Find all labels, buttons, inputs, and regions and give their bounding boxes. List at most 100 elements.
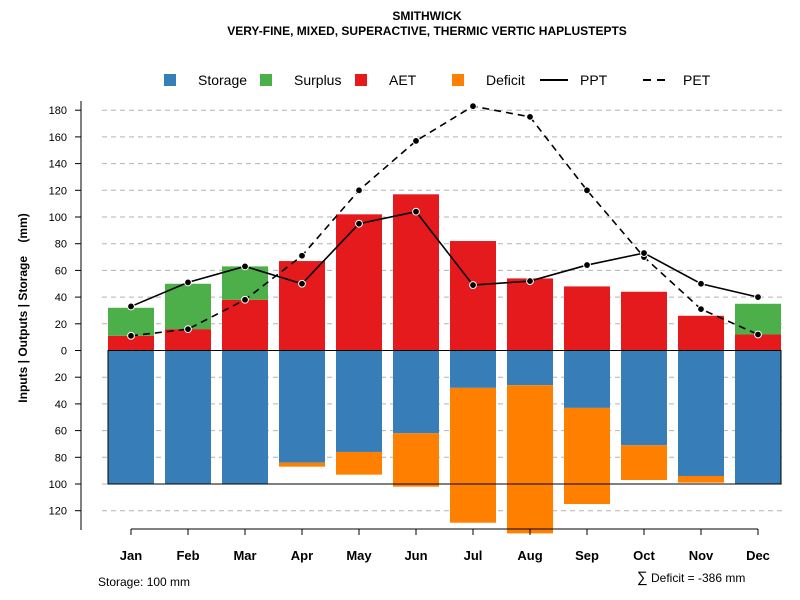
- x-tick-label-oct: Oct: [633, 548, 655, 563]
- axes: 180 160 140 120 100 80 60 40 20 0 20 40 60 80 100 120 Ja…: [49, 101, 770, 563]
- point-pet-feb: [184, 325, 192, 334]
- bar-deficit-oct: [621, 445, 667, 480]
- y-tick-label: 160: [49, 132, 67, 144]
- series-lines: [127, 102, 762, 340]
- y-tick-label: 60: [55, 265, 67, 277]
- bar-aet-sep: [564, 286, 610, 351]
- sigma-icon: ∑: [637, 569, 648, 586]
- legend-swatch-aet: [355, 74, 367, 86]
- legend-label-storage: Storage: [198, 72, 247, 88]
- point-ppt-mar: [241, 262, 249, 271]
- bar-storage-sep: [564, 350, 610, 408]
- legend-swatch-deficit: [452, 74, 464, 86]
- y-tick-label: 20: [55, 372, 67, 384]
- bar-aet-apr: [279, 261, 325, 351]
- storage-footnote: Storage: 100 mm: [98, 575, 190, 589]
- x-tick-label-feb: Feb: [176, 548, 199, 563]
- point-ppt-feb: [184, 278, 192, 287]
- bar-aet-nov: [678, 315, 724, 351]
- bar-storage-apr: [279, 350, 325, 463]
- line-pet: [130, 105, 759, 337]
- bar-storage-nov: [678, 350, 724, 476]
- y-tick-label: 100: [49, 212, 67, 224]
- y-tick-label: 140: [49, 159, 67, 171]
- bar-surplus-dec: [735, 303, 781, 335]
- bar-deficit-jun: [393, 433, 439, 487]
- point-ppt-jul: [469, 281, 477, 289]
- bar-storage-mar: [222, 350, 268, 484]
- bar-deficit-aug: [507, 385, 553, 534]
- point-ppt-oct: [640, 249, 648, 257]
- point-pet-apr: [298, 251, 306, 260]
- x-tick-label-mar: Mar: [233, 548, 256, 563]
- point-pet-mar: [241, 295, 249, 304]
- point-pet-jun: [412, 137, 420, 145]
- y-tick-label: 0: [61, 346, 67, 358]
- x-tick-label-nov: Nov: [689, 548, 714, 563]
- x-tick-label-apr: Apr: [291, 548, 313, 563]
- bar-aet-dec: [735, 334, 781, 351]
- bar-storage-jun: [393, 350, 439, 434]
- point-ppt-apr: [298, 279, 306, 288]
- x-tick-label-sep: Sep: [575, 548, 599, 563]
- bar-aet-aug: [507, 278, 553, 351]
- x-tick-label-dec: Dec: [746, 548, 770, 563]
- bar-deficit-nov: [678, 475, 724, 483]
- bar-aet-mar: [222, 299, 268, 351]
- x-tick-label-may: May: [346, 548, 372, 563]
- y-tick-label: 80: [55, 452, 67, 464]
- point-ppt-dec: [754, 293, 762, 302]
- legend-label-deficit: Deficit: [486, 72, 525, 88]
- y-tick-label: 40: [55, 399, 67, 411]
- bar-storage-may: [336, 350, 382, 452]
- bar-aet-feb: [165, 329, 211, 351]
- y-tick-label: 120: [49, 185, 67, 197]
- point-pet-sep: [583, 186, 591, 195]
- bar-aet-jul: [450, 241, 496, 351]
- point-ppt-sep: [583, 261, 591, 269]
- bar-deficit-sep: [564, 407, 610, 505]
- legend-swatch-surplus: [260, 74, 272, 86]
- point-ppt-nov: [697, 279, 705, 288]
- y-tick-label: 60: [55, 426, 67, 438]
- bar-deficit-jul: [450, 387, 496, 523]
- point-pet-jan: [127, 331, 135, 340]
- bar-storage-dec: [735, 350, 781, 484]
- bars: [107, 194, 782, 534]
- bar-aet-may: [336, 214, 382, 351]
- x-tick-label-jan: Jan: [120, 548, 142, 563]
- point-ppt-may: [355, 219, 363, 228]
- bar-surplus-jan: [108, 307, 154, 336]
- bar-surplus-feb: [165, 283, 211, 330]
- chart-subtitle: VERY-FINE, MIXED, SUPERACTIVE, THERMIC V…: [227, 24, 627, 38]
- y-tick-label: 100: [49, 479, 67, 491]
- point-pet-aug: [526, 112, 534, 121]
- point-pet-nov: [697, 305, 705, 314]
- x-tick-label-jul: Jul: [464, 548, 483, 563]
- x-tick-label-jun: Jun: [404, 548, 427, 563]
- legend-label-aet: AET: [389, 72, 417, 88]
- deficit-total: Deficit = -386 mm: [651, 571, 745, 585]
- y-tick-label: 120: [49, 506, 67, 518]
- y-tick-label: 180: [49, 105, 67, 117]
- point-ppt-jan: [127, 302, 135, 311]
- point-pet-may: [355, 186, 363, 195]
- legend: Storage Surplus AET Deficit PPT PET: [164, 72, 711, 88]
- point-ppt-aug: [526, 277, 534, 285]
- bar-storage-jul: [450, 350, 496, 388]
- line-ppt: [130, 210, 759, 308]
- bar-storage-aug: [507, 350, 553, 386]
- legend-swatch-storage: [164, 74, 176, 86]
- y-tick-label: 20: [55, 319, 67, 331]
- bar-surplus-mar: [222, 266, 268, 300]
- chart-title: SMITHWICK: [392, 9, 462, 23]
- bar-aet-jan: [108, 335, 154, 351]
- bar-storage-feb: [165, 350, 211, 484]
- legend-label-pet: PET: [683, 72, 711, 88]
- point-pet-dec: [754, 330, 762, 339]
- y-tick-label: 40: [55, 292, 67, 304]
- bar-deficit-apr: [279, 462, 325, 467]
- y-tick-label: 80: [55, 239, 67, 251]
- y-axis-label: Inputs | Outputs | Storage (mm): [16, 213, 30, 402]
